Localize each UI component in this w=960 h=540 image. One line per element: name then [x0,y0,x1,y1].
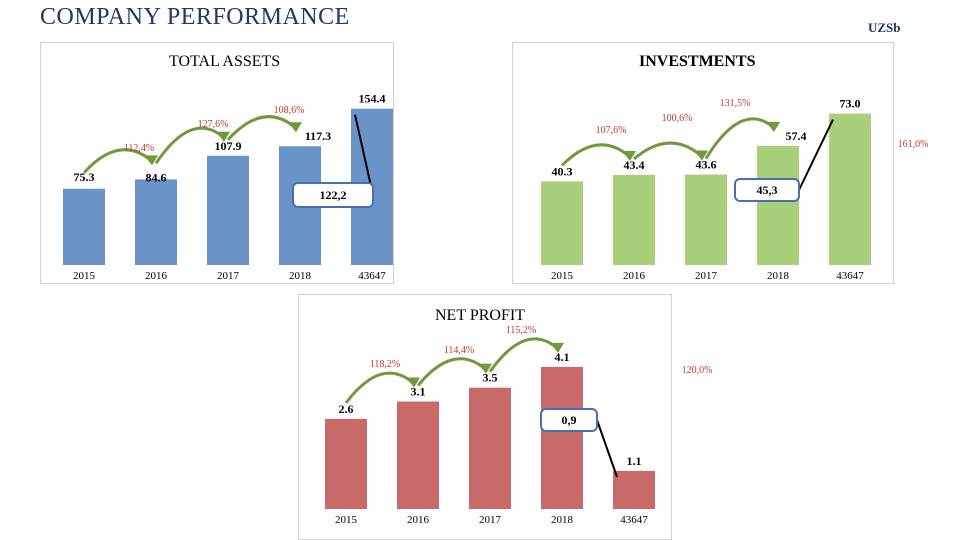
total-assets-panel: TOTAL ASSETS 2015 75.3 2016 84.6 2017 107.9 20… [40,42,394,284]
investments-chart: 2015 40.3 2016 43.4 2017 43.6 2018 57.4 43647 73.… [541,97,929,282]
bar [207,155,249,265]
growth-label: 161,0% [898,139,929,150]
growth-label: 114,4% [444,345,474,356]
callout-line [596,419,618,478]
bar [757,145,799,265]
bar [63,188,105,265]
category-tick-label: 2016 [145,270,168,282]
bar [469,387,511,509]
arrow-head [288,122,302,133]
bar [541,366,583,509]
value-data-label: 1.1 [627,454,642,468]
growth-label: 127,6% [198,119,229,130]
category-tick-label: 43647 [358,270,386,282]
value-data-label: 3.5 [483,371,498,385]
bar [397,401,439,509]
growth-arrow [633,141,703,161]
arrow-head [406,377,420,388]
arrow-head [766,121,780,132]
bar [685,174,727,265]
category-tick-label: 2017 [695,270,718,282]
value-data-label: 107.9 [215,139,242,153]
growth-label: 115,2% [506,325,536,336]
value-data-label: 4.1 [555,350,570,364]
arrow-head [144,155,158,166]
category-tick-label: 2017 [479,514,502,526]
callout-label: 122,2 [320,188,347,202]
category-tick-label: 2016 [407,514,430,526]
growth-arrow [226,115,297,141]
value-data-label: 84.6 [146,170,167,184]
value-data-label: 154.4 [359,92,386,106]
category-tick-label: 2017 [217,270,240,282]
callout-box [734,178,800,202]
growth-arrow [416,357,487,387]
total-assets-chart: 2015 75.3 2016 84.6 2017 107.9 2018 117.3 43647 1… [63,92,393,282]
value-data-label: 2.6 [339,402,354,416]
arrow-head [478,363,492,374]
value-data-label: 57.4 [786,129,807,143]
arrow-head [216,131,230,142]
value-data-label: 117.3 [305,129,331,143]
value-data-label: 3.1 [411,385,426,399]
category-tick-label: 2018 [767,270,790,282]
page-title: COMPANY PERFORMANCE [40,4,350,30]
net-profit-panel: NET PROFIT 2015 2.6 2016 3.1 2017 3.5 2018 4.1 4… [298,294,712,540]
callout-line [354,114,374,196]
growth-label: 100,6% [662,113,693,124]
category-tick-label: 2018 [289,270,312,282]
growth-label: 131,5% [720,98,751,109]
arrow-head [694,150,708,161]
category-tick-label: 2015 [335,514,358,526]
currency-label: UZSb [868,20,901,35]
category-tick-label: 2015 [551,270,574,282]
net-profit-title: NET PROFIT [435,307,525,324]
category-tick-label: 2018 [551,514,574,526]
callout-box [292,182,374,208]
growth-arrow [560,143,631,167]
arrow-head [550,342,564,353]
growth-label: 120,0% [682,365,713,376]
callout-label: 0,9 [562,413,577,427]
bar [541,181,583,265]
bar [829,113,871,266]
growth-arrow [488,337,559,373]
value-data-label: 43.6 [696,158,717,172]
category-tick-label: 43647 [836,270,864,282]
value-data-label: 73.0 [840,97,861,111]
value-data-label: 75.3 [74,170,95,184]
callout-box [540,408,598,432]
growth-label: 107,6% [596,125,627,136]
callout-label: 45,3 [757,183,778,197]
investments-title: INVESTMENTS [639,53,756,70]
growth-label: 108,6% [274,105,305,116]
category-tick-label: 2015 [73,270,96,282]
value-data-label: 43.4 [624,158,645,172]
net-profit-chart: 2015 2.6 2016 3.1 2017 3.5 2018 4.1 43647 1.1 118,… [325,325,712,526]
investments-panel: INVESTMENTS 2015 40.3 2016 43.4 2017 43.6 2018… [512,42,928,284]
value-data-label: 40.3 [552,164,573,178]
category-tick-label: 2016 [623,270,646,282]
growth-label: 118,2% [370,359,400,370]
bar [613,174,655,265]
callout-line [798,119,834,191]
category-tick-label: 43647 [620,514,648,526]
bar [613,470,655,509]
bar [135,179,177,265]
arrow-head [622,150,636,161]
growth-arrow [344,371,415,404]
bar [325,418,367,509]
growth-label: 112,4% [124,143,154,154]
total-assets-title: TOTAL ASSETS [169,53,281,70]
